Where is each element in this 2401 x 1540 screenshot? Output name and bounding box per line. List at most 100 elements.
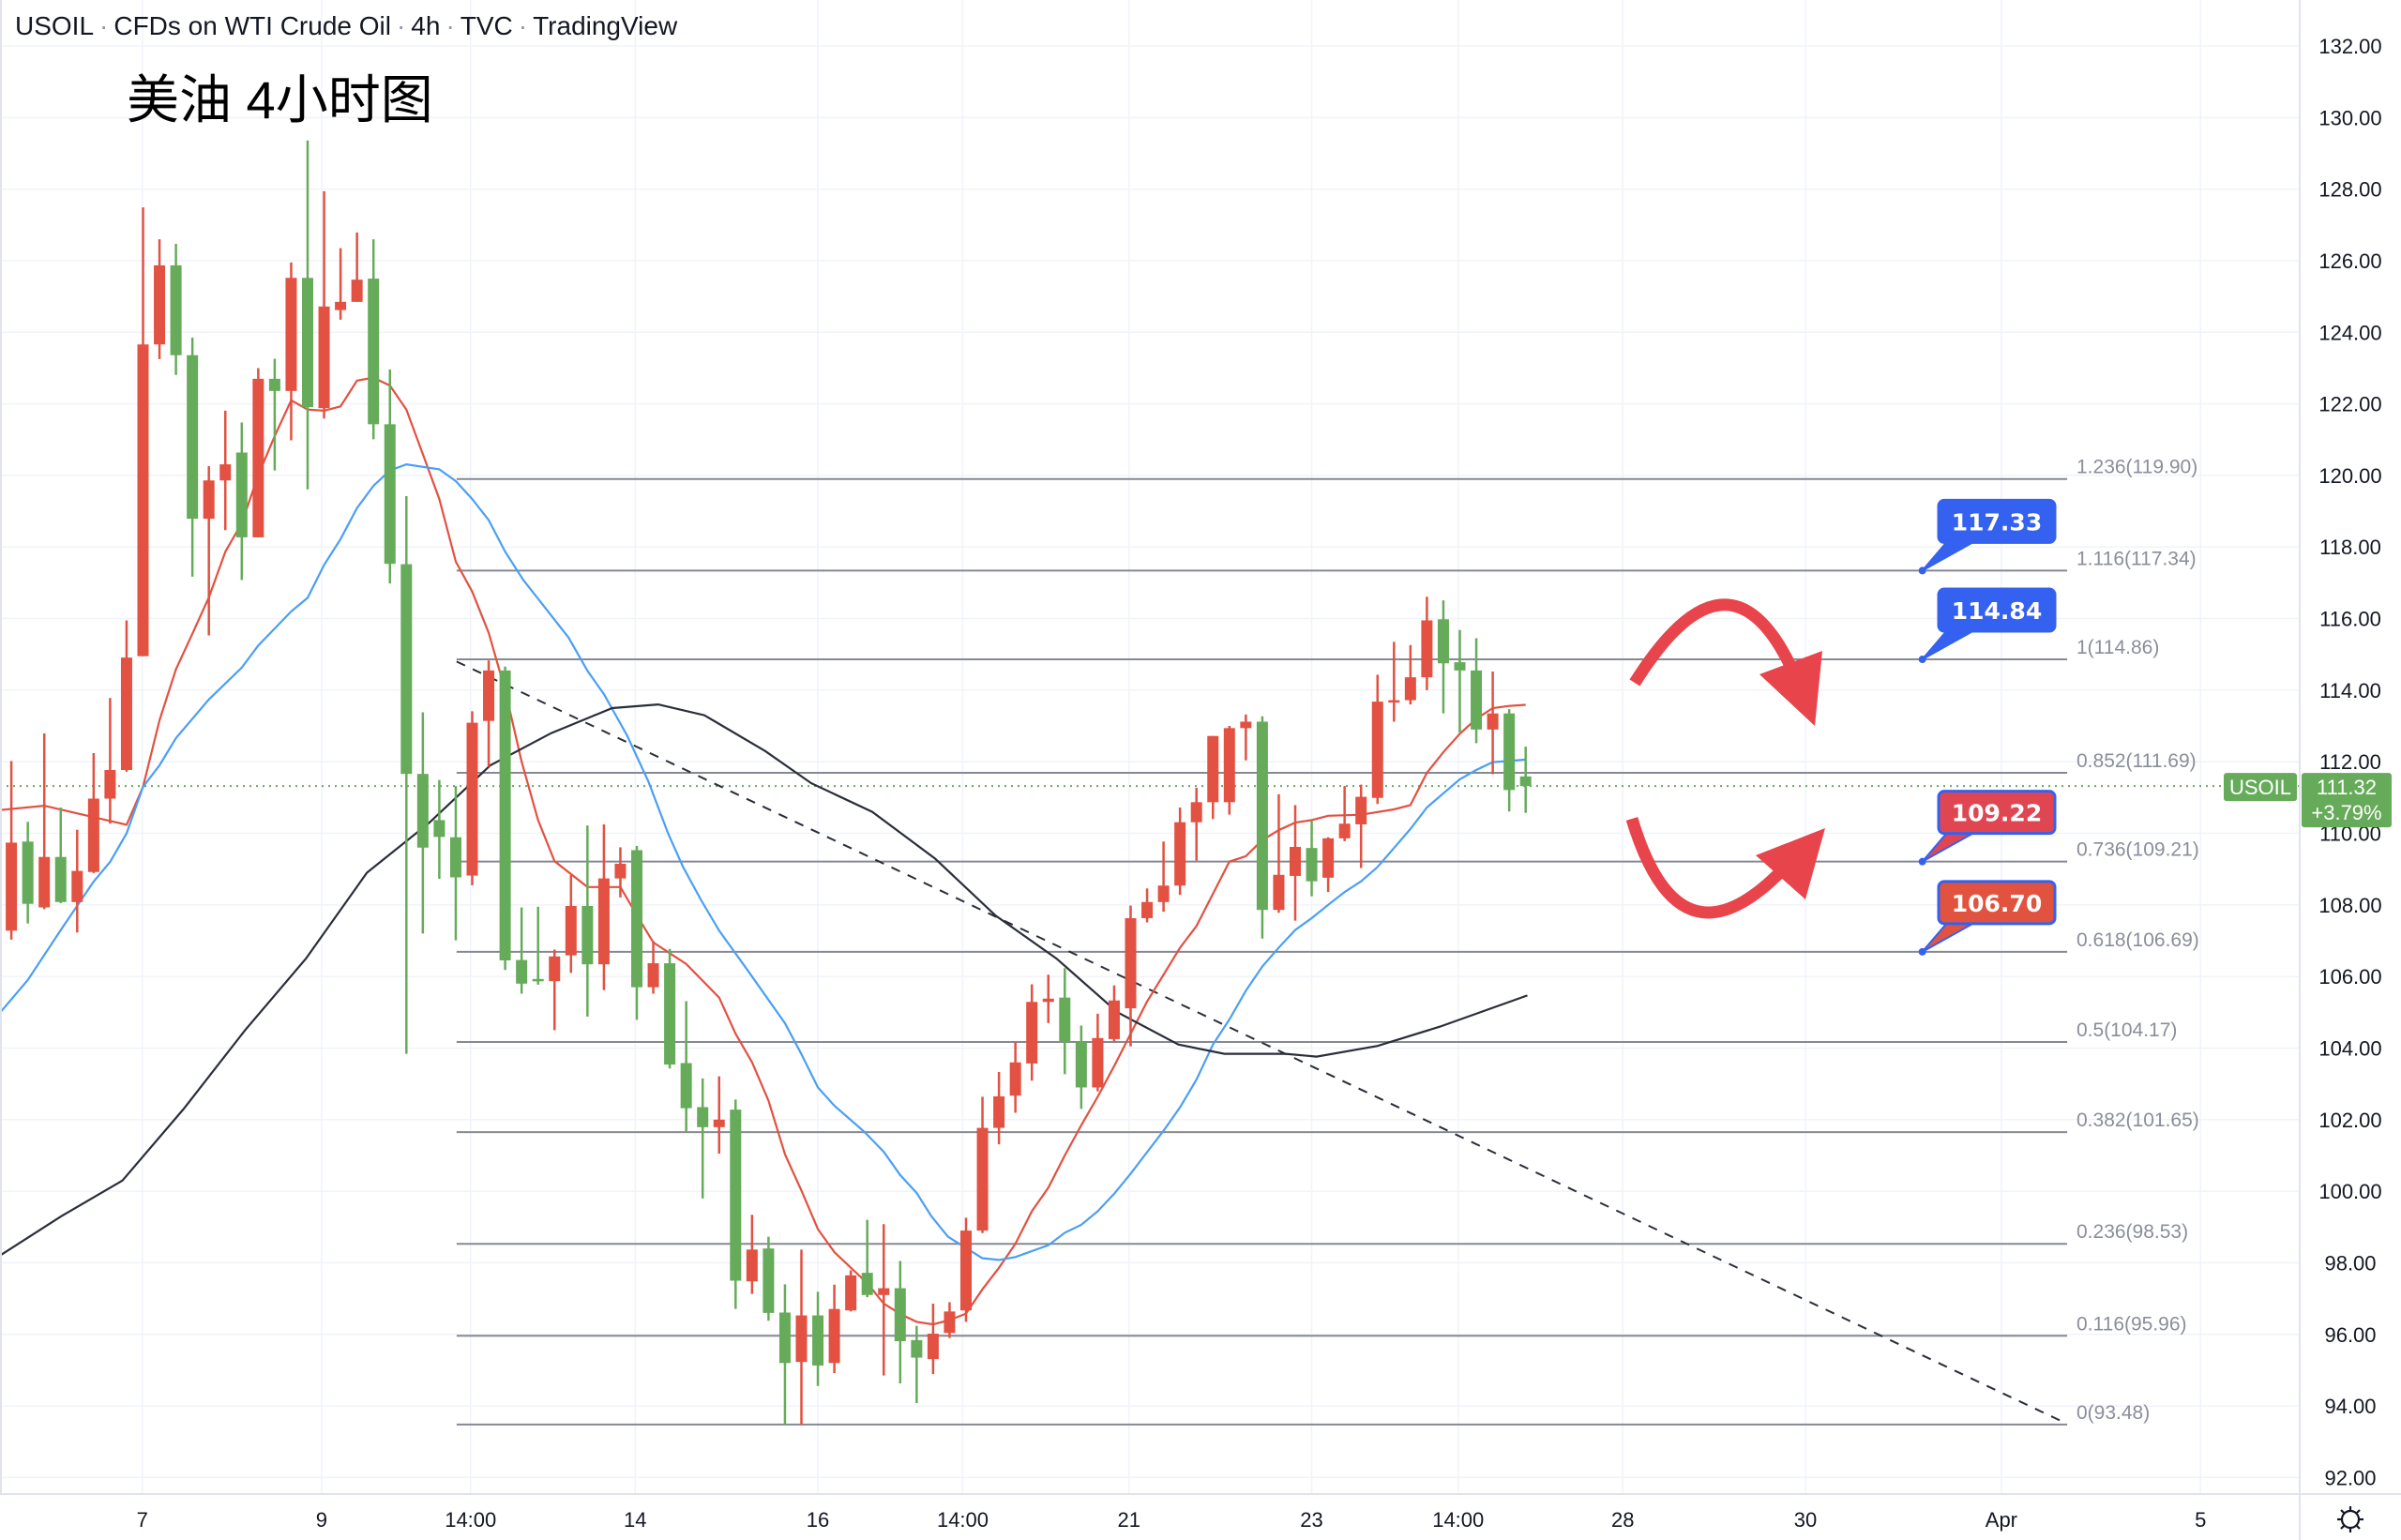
- candle-body: [1240, 721, 1252, 729]
- callout-anchor: [1918, 566, 1926, 575]
- candle: [697, 1078, 709, 1199]
- callout-box: [1937, 790, 2057, 836]
- x-tick-label: 5: [2195, 1508, 2206, 1532]
- candle: [1273, 793, 1285, 913]
- gear-icon[interactable]: [2337, 1506, 2363, 1532]
- candle: [911, 1325, 923, 1404]
- candle-body: [516, 959, 528, 984]
- candle: [1454, 629, 1466, 732]
- candle: [795, 1249, 808, 1425]
- candle: [1026, 984, 1038, 1081]
- candle: [1355, 784, 1367, 868]
- candle-body: [795, 1315, 808, 1363]
- y-tick-label: 122.00: [2318, 393, 2381, 416]
- candles: [6, 140, 1532, 1425]
- candle-body: [1273, 874, 1285, 911]
- candle: [302, 140, 313, 490]
- candle-body: [351, 279, 363, 302]
- candle-body: [746, 1249, 758, 1282]
- candle-body: [318, 306, 330, 409]
- candle: [1009, 1041, 1021, 1113]
- candle: [466, 711, 478, 885]
- candle-body: [647, 963, 659, 988]
- y-tick-label: 108.00: [2318, 894, 2381, 917]
- candle: [351, 232, 363, 302]
- candle-body: [1487, 713, 1499, 730]
- current-price-tag: USOIL 111.32+3.79%: [2224, 773, 2392, 828]
- candle-body: [1454, 662, 1466, 671]
- candle: [384, 369, 396, 584]
- dashed-trendline: [456, 660, 2068, 1426]
- candle: [828, 1284, 840, 1373]
- trendline[interactable]: [456, 660, 2068, 1426]
- candle: [71, 829, 83, 933]
- symbol-tag-box: [2224, 773, 2297, 802]
- candle-body: [416, 774, 429, 848]
- candle-body: [581, 905, 594, 965]
- candle: [680, 1001, 692, 1132]
- candle-body: [154, 264, 166, 345]
- candle-body: [268, 378, 280, 391]
- candle-body: [400, 564, 413, 775]
- candle: [532, 906, 544, 985]
- candle: [597, 823, 610, 990]
- candle-body: [614, 863, 627, 879]
- candle: [730, 1099, 742, 1309]
- moving-average-line: [0, 376, 1526, 1326]
- callout-pointer: [1921, 920, 1980, 953]
- candle: [368, 239, 380, 440]
- candle: [549, 949, 561, 1031]
- candle-body: [894, 1288, 906, 1342]
- candle-body: [1306, 848, 1318, 882]
- y-tick-label: 118.00: [2319, 536, 2381, 559]
- candle: [54, 808, 67, 903]
- candle-body: [499, 670, 511, 960]
- candle: [203, 465, 215, 636]
- y-tick-label: 98.00: [2324, 1251, 2376, 1275]
- candle-body: [170, 264, 182, 355]
- candle-body: [87, 798, 99, 872]
- candle-body: [1388, 700, 1400, 703]
- reversal-down-arrow: [1629, 598, 1822, 726]
- candle-body: [120, 657, 132, 770]
- candle: [1190, 788, 1202, 861]
- candle-body: [368, 279, 380, 425]
- candle-body: [565, 905, 577, 956]
- candle-body: [1125, 917, 1137, 1009]
- candle-body: [1141, 901, 1154, 918]
- fibonacci-retracement[interactable]: 1.236(119.90) 1.116(117.34) 1(114.86) 0.852…: [456, 457, 2199, 1426]
- price-callouts[interactable]: 117.33 114.84 109.22 106.70: [1918, 498, 2057, 956]
- candle-body: [1223, 728, 1235, 803]
- candle: [38, 733, 51, 910]
- candle: [1141, 888, 1154, 923]
- candle-body: [6, 842, 18, 931]
- fib-level-label: 0(93.48): [2076, 1402, 2150, 1424]
- candle-body: [1009, 1062, 1021, 1096]
- candle: [944, 1302, 956, 1338]
- fib-level-label: 1.236(119.90): [2076, 457, 2197, 478]
- candle: [1092, 1013, 1104, 1092]
- candle-body: [449, 837, 461, 878]
- candle-body: [845, 1275, 857, 1311]
- candle-body: [1519, 776, 1532, 787]
- candle-body: [532, 978, 544, 982]
- candle-body: [1190, 802, 1202, 823]
- candle: [1223, 726, 1235, 815]
- instrument-name: CFDs on WTI Crude Oil: [113, 11, 391, 40]
- y-tick-label: 114.00: [2319, 679, 2381, 702]
- callout-pointer: [1921, 830, 1980, 863]
- candle: [1256, 716, 1268, 939]
- candle-body: [911, 1339, 923, 1358]
- candle-body: [203, 480, 215, 520]
- candle: [960, 1217, 972, 1322]
- fib-level-label: 0.5(104.17): [2076, 1019, 2177, 1041]
- candle-body: [697, 1107, 709, 1127]
- callout-anchor: [1918, 656, 1926, 664]
- candle: [449, 786, 461, 941]
- candle-body: [252, 378, 264, 537]
- callout-label: 109.22: [1952, 800, 2042, 827]
- candle-body: [944, 1311, 956, 1334]
- fib-level-label: 0.852(111.69): [2076, 750, 2197, 772]
